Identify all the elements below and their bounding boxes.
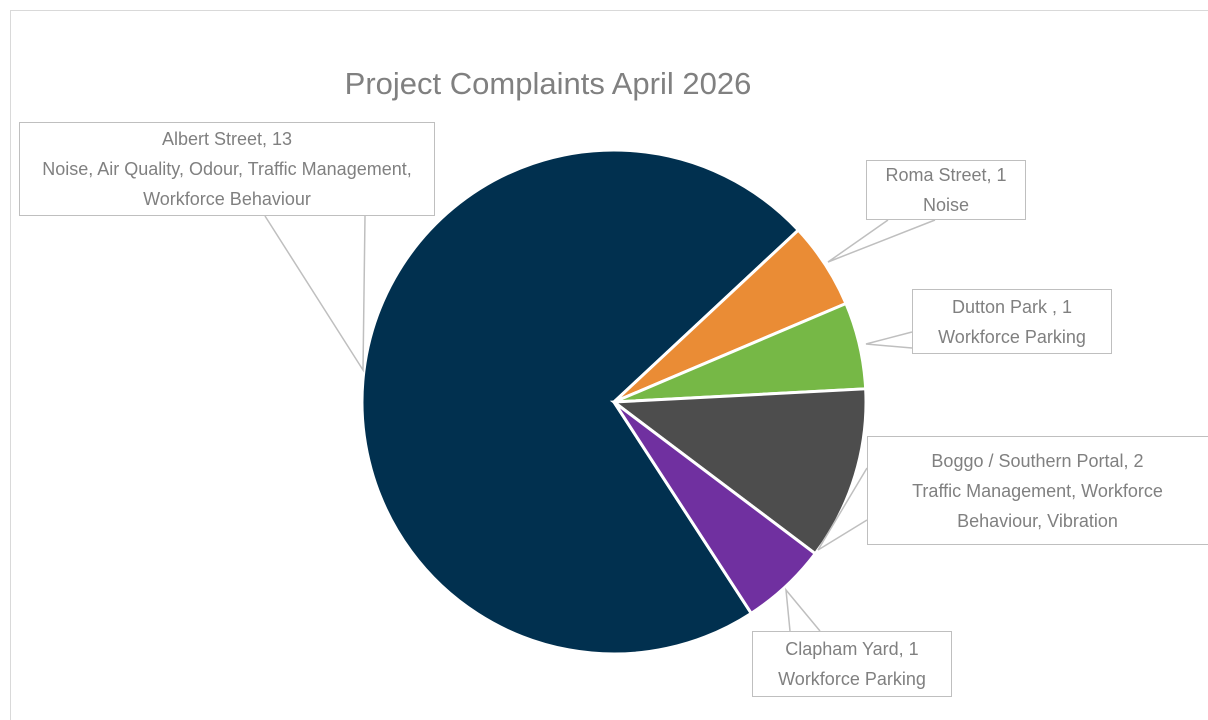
pie-slice	[360, 148, 801, 656]
chart-title: Project Complaints April 2026	[344, 66, 752, 101]
value-label: Roma Street, 1	[885, 165, 1007, 185]
leader-line	[817, 467, 868, 551]
data-label: Roma Street, 1 Noise	[866, 160, 1026, 220]
value-label: Albert Street, 13	[161, 129, 293, 149]
label-detail: Noise, Air Quality, Odour, Traffic Manag…	[42, 159, 412, 209]
value-label: Clapham Yard, 1	[785, 639, 919, 659]
leader-line	[827, 219, 936, 263]
pie-slice	[612, 400, 818, 616]
label-detail: Noise	[922, 195, 970, 215]
label-detail: Traffic Management, Workforce Behaviour,…	[912, 480, 1163, 531]
data-label: Clapham Yard, 1 Workforce Parking	[752, 631, 952, 697]
chart-border	[10, 10, 1208, 720]
label-detail: Workforce Parking	[938, 326, 1086, 347]
leader-line	[264, 215, 366, 373]
data-label: Boggo / Southern Portal, 2 Traffic Manage…	[867, 436, 1208, 545]
label-detail: Workforce Parking	[778, 669, 926, 689]
leader-line	[865, 331, 913, 349]
data-label: Dutton Park , 1 Workforce Parking	[912, 289, 1112, 354]
leader-line	[785, 587, 821, 632]
value-label: Boggo / Southern Portal, 2	[931, 450, 1144, 471]
data-label: Albert Street, 13 Noise, Air Quality, Odo…	[19, 122, 435, 216]
value-label: Dutton Park , 1	[951, 296, 1073, 317]
